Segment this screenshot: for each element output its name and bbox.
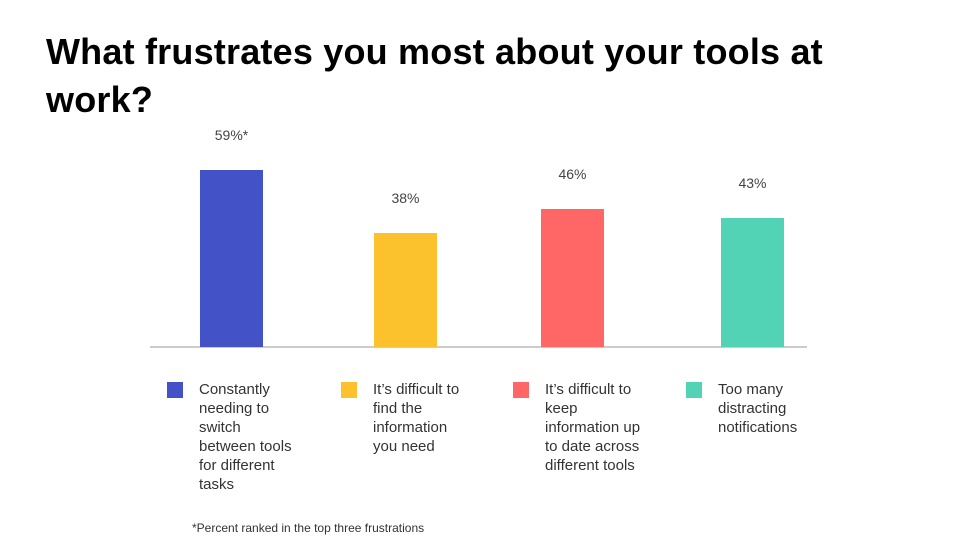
bar-value-label-1: 59%* — [215, 127, 249, 143]
legend-label-line: switch — [199, 419, 241, 436]
legend-label-line: find the — [373, 400, 423, 417]
legend-label-1: Constantly needing to switch between tools f… — [199, 380, 292, 494]
legend-label-line: needing to — [199, 400, 270, 417]
bar-2 — [374, 233, 437, 347]
legend-swatch-4 — [686, 382, 702, 398]
legend-item-1: Constantly needing to switch between tools f… — [167, 380, 292, 494]
legend-label-line: information — [373, 419, 448, 436]
legend-label-line: different tools — [545, 457, 635, 474]
legend-label-line: information up — [545, 419, 641, 436]
legend-label-line: It’s difficult to — [545, 381, 632, 398]
bars-group: 59%* 38% 46% 43% — [200, 127, 784, 347]
bar-value-label-3: 46% — [558, 166, 586, 182]
legend-label-line: Too many — [718, 381, 784, 398]
bar-value-label-4: 43% — [738, 175, 766, 191]
legend: Constantly needing to switch between tools f… — [0, 380, 960, 500]
bar-value-label-2: 38% — [391, 190, 419, 206]
legend-item-2: It’s difficult to find the information you … — [341, 380, 459, 456]
legend-item-3: It’s difficult to keep information up to da… — [513, 380, 640, 475]
legend-swatch-1 — [167, 382, 183, 398]
legend-label-line: for different — [199, 457, 275, 474]
legend-label-line: to date across — [545, 438, 640, 455]
legend-label-2: It’s difficult to find the information you … — [373, 380, 459, 456]
legend-label-line: keep — [545, 400, 578, 417]
legend-label-3: It’s difficult to keep information up to da… — [545, 380, 640, 475]
legend-label-line: Constantly — [199, 381, 270, 398]
legend-item-4: Too many distracting notifications — [686, 380, 797, 437]
legend-label-line: notifications — [718, 419, 798, 436]
bar-1 — [200, 170, 263, 347]
legend-swatch-2 — [341, 382, 357, 398]
bar-3 — [541, 209, 604, 347]
legend-label-line: between tools — [199, 438, 292, 455]
chart-title: What frustrates you most about your tool… — [46, 31, 823, 120]
legend-label-line: you need — [373, 438, 435, 455]
legend-swatch-3 — [513, 382, 529, 398]
footnote: *Percent ranked in the top three frustra… — [192, 521, 425, 535]
legend-label-line: distracting — [718, 400, 787, 417]
legend-label-line: It’s difficult to — [373, 381, 460, 398]
bar-4 — [721, 218, 784, 347]
legend-label-line: tasks — [199, 476, 235, 493]
legend-label-4: Too many distracting notifications — [718, 380, 797, 437]
